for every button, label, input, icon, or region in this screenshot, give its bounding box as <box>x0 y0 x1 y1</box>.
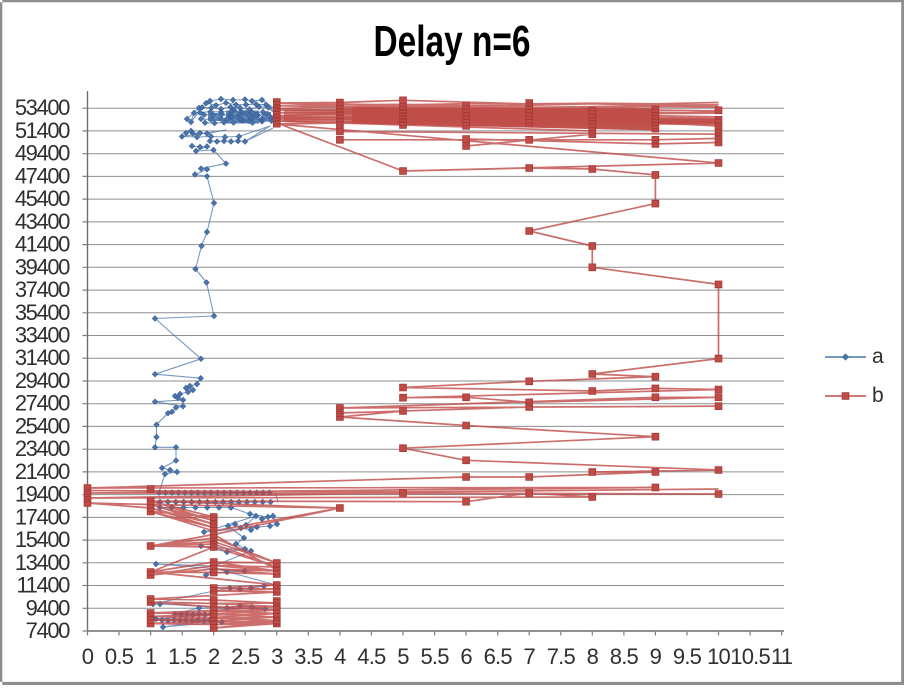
svg-text:27400: 27400 <box>15 391 70 416</box>
svg-text:13400: 13400 <box>15 550 70 575</box>
svg-text:25400: 25400 <box>15 413 70 438</box>
svg-text:11400: 11400 <box>16 573 70 598</box>
svg-text:1.5: 1.5 <box>168 644 197 669</box>
svg-text:6: 6 <box>460 644 472 669</box>
svg-text:5.5: 5.5 <box>421 644 450 669</box>
svg-text:a: a <box>872 345 884 368</box>
svg-text:8.5: 8.5 <box>610 644 639 669</box>
svg-text:3: 3 <box>271 644 283 669</box>
svg-text:3.5: 3.5 <box>294 644 323 669</box>
svg-text:41400: 41400 <box>15 232 70 257</box>
svg-text:49400: 49400 <box>15 141 70 166</box>
svg-text:19400: 19400 <box>15 482 70 507</box>
svg-text:23400: 23400 <box>15 436 70 461</box>
svg-text:7: 7 <box>523 644 535 669</box>
svg-text:7.5: 7.5 <box>547 644 576 669</box>
svg-text:15400: 15400 <box>15 527 70 552</box>
svg-text:17400: 17400 <box>15 504 70 529</box>
svg-text:4.5: 4.5 <box>357 644 386 669</box>
svg-text:29400: 29400 <box>15 368 70 393</box>
svg-text:8: 8 <box>587 644 599 669</box>
svg-text:4: 4 <box>334 644 346 669</box>
svg-text:b: b <box>872 384 884 407</box>
svg-text:43400: 43400 <box>15 209 70 234</box>
svg-text:Delay n=6: Delay n=6 <box>374 17 531 66</box>
svg-text:45400: 45400 <box>15 186 70 211</box>
svg-text:9.5: 9.5 <box>673 644 702 669</box>
svg-text:0: 0 <box>82 644 94 669</box>
svg-text:53400: 53400 <box>15 95 70 120</box>
svg-text:37400: 37400 <box>15 277 70 302</box>
svg-text:5: 5 <box>397 644 409 669</box>
svg-text:2.5: 2.5 <box>231 644 260 669</box>
svg-text:6.5: 6.5 <box>484 644 513 669</box>
svg-text:2: 2 <box>208 644 220 669</box>
svg-text:10.5: 10.5 <box>730 644 770 669</box>
svg-text:47400: 47400 <box>15 163 70 188</box>
svg-text:35400: 35400 <box>15 300 70 325</box>
svg-text:0.5: 0.5 <box>105 644 134 669</box>
svg-text:33400: 33400 <box>15 323 70 348</box>
svg-text:31400: 31400 <box>15 345 70 370</box>
svg-text:51400: 51400 <box>15 118 70 143</box>
svg-text:10: 10 <box>707 644 730 669</box>
svg-text:1: 1 <box>145 644 157 669</box>
svg-text:39400: 39400 <box>15 254 70 279</box>
svg-text:9: 9 <box>650 644 662 669</box>
svg-text:11: 11 <box>771 644 793 669</box>
svg-text:21400: 21400 <box>15 459 70 484</box>
svg-text:9400: 9400 <box>26 595 71 620</box>
svg-text:7400: 7400 <box>26 618 71 643</box>
